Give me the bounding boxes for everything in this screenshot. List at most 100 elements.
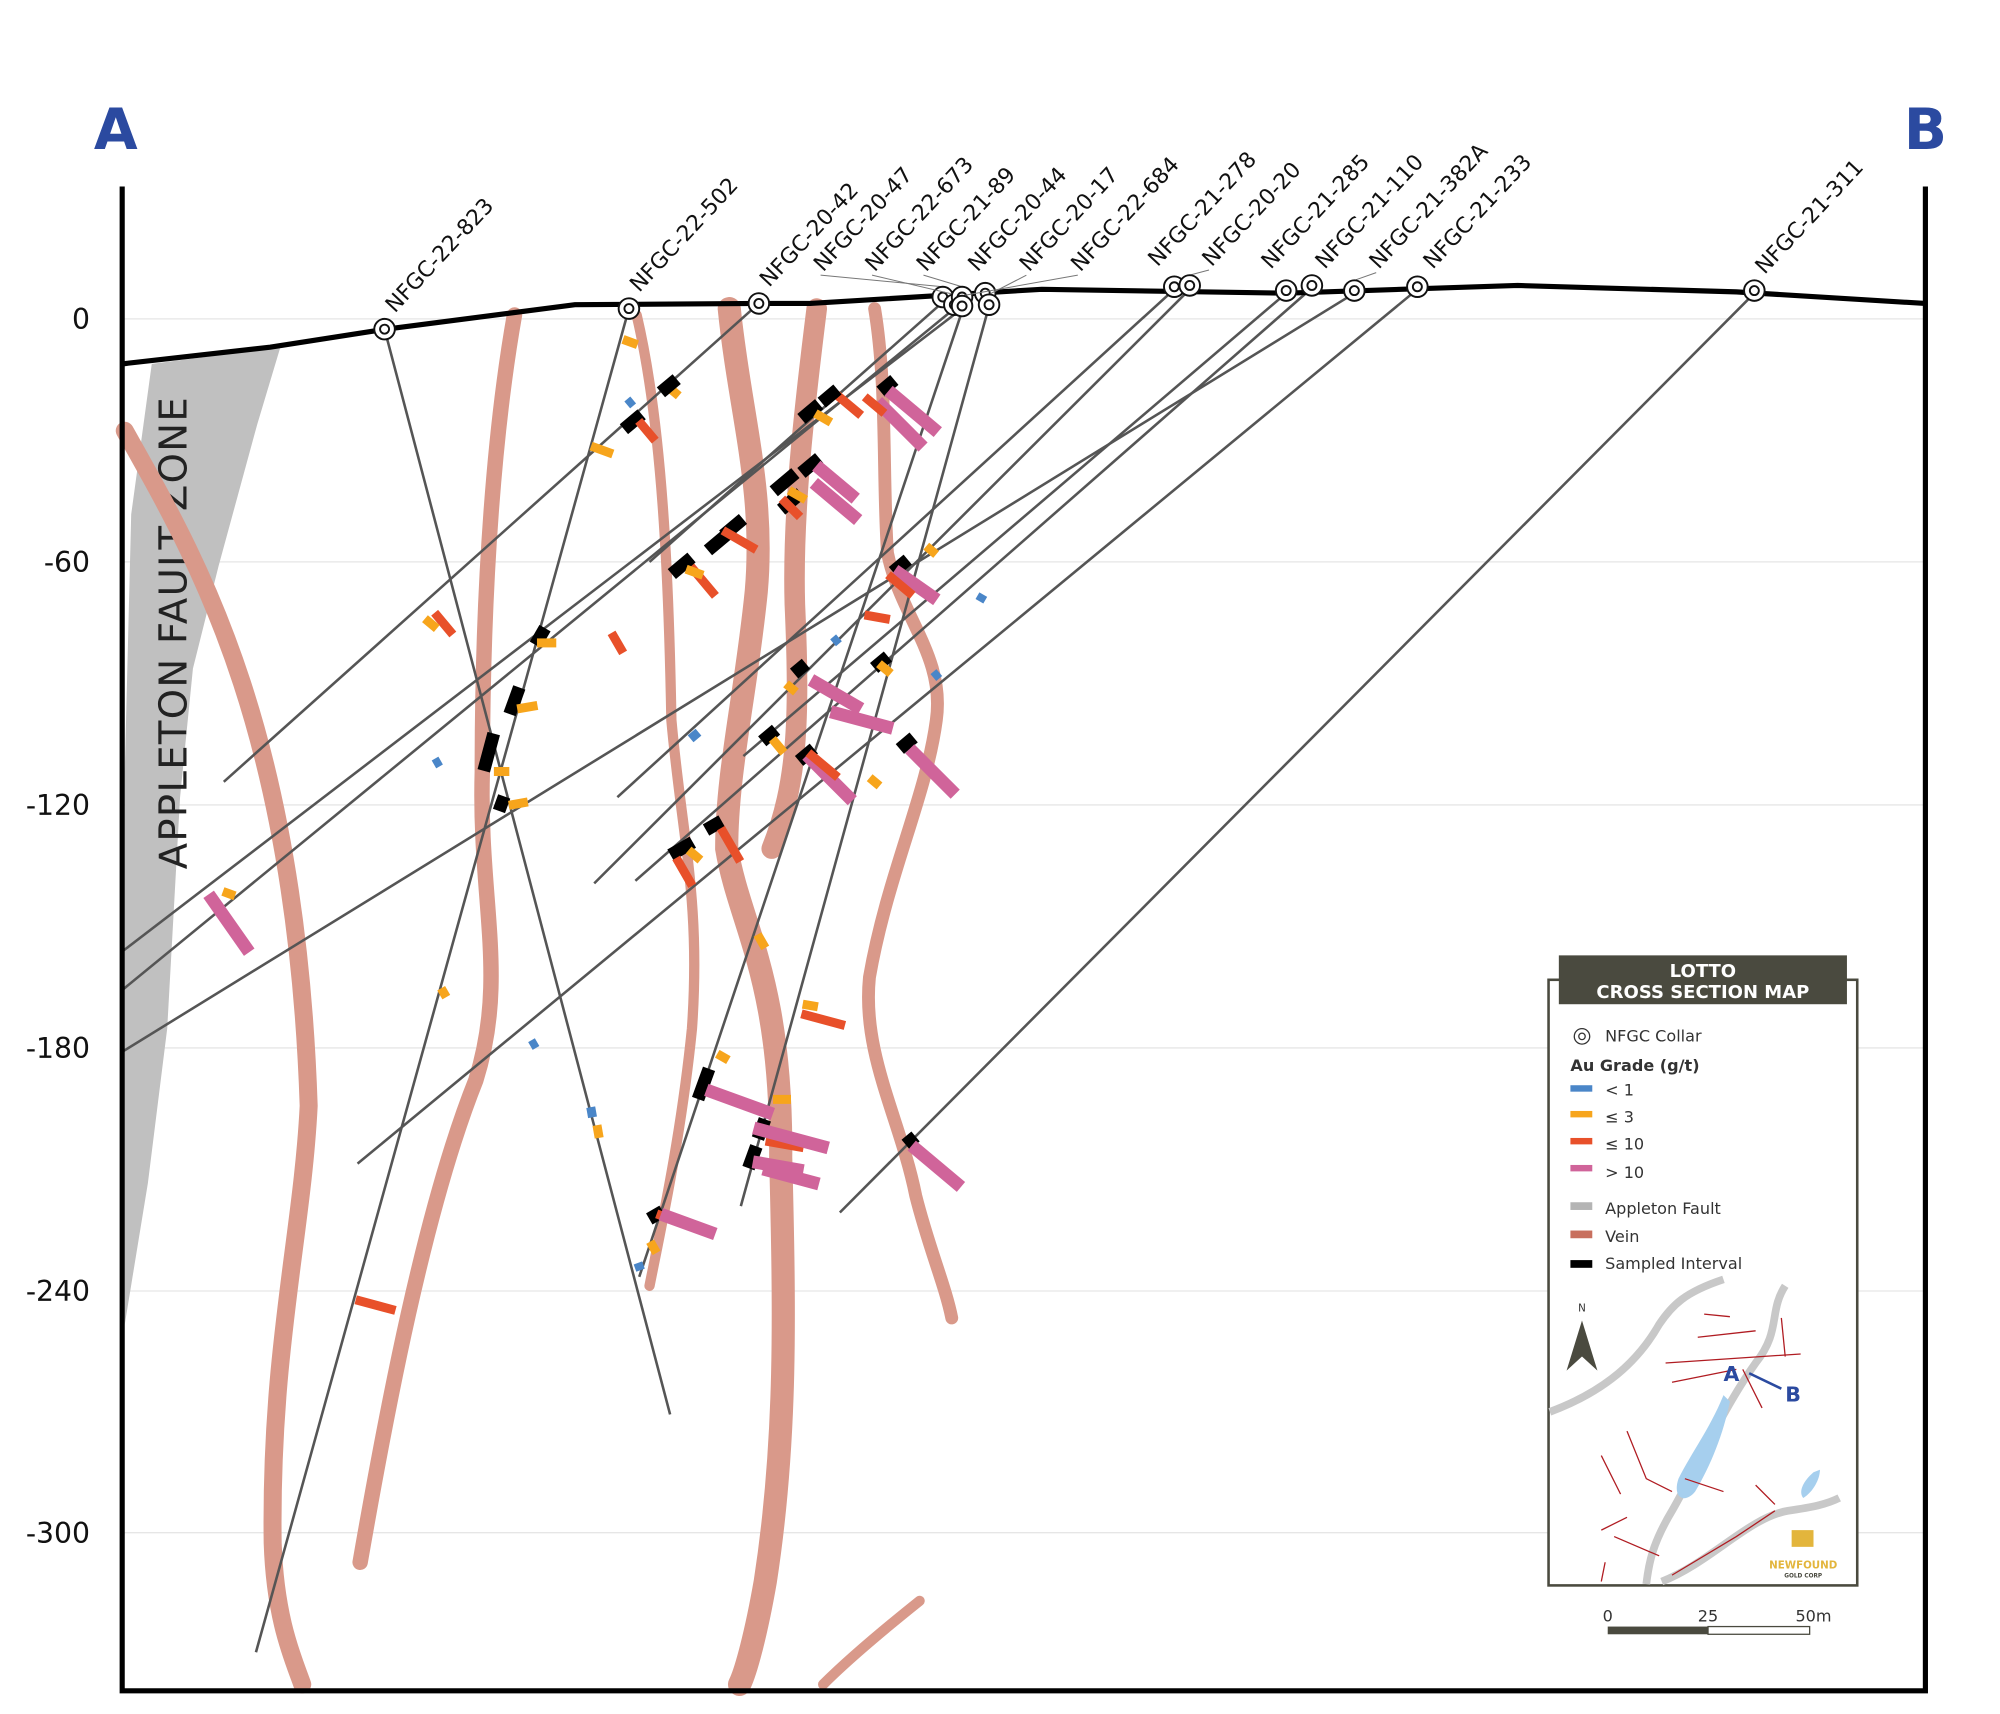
sampled-interval <box>477 731 500 773</box>
collar-icon-inner <box>1411 281 1423 293</box>
assay-interval <box>890 565 941 606</box>
assay-interval <box>586 1106 597 1119</box>
assay-interval <box>873 397 928 452</box>
assay-interval <box>975 592 988 604</box>
fault-zone-label: APPLETON FAULT ZONE <box>151 396 196 869</box>
assay-interval <box>764 1136 805 1153</box>
scale-label: 50m <box>1795 1606 1831 1625</box>
collar-icon-inner <box>1184 279 1196 291</box>
drillhole-collar[interactable]: NFGC-21-311 <box>1743 155 1869 302</box>
vein <box>352 307 523 1570</box>
sampled-interval <box>876 375 899 397</box>
assay-interval <box>884 385 942 438</box>
assay-interval <box>809 477 863 525</box>
assay-interval <box>885 571 916 599</box>
north-arrow-icon <box>1566 1320 1598 1371</box>
assay-interval <box>752 1121 830 1155</box>
section-frame <box>119 186 1928 1694</box>
sampled-interval <box>691 1066 716 1102</box>
assay-interval <box>786 486 809 504</box>
section-start-label: A <box>94 97 138 163</box>
drillhole-label: NFGC-21-311 <box>1751 155 1869 279</box>
sampled-interval <box>797 399 824 424</box>
sampled-interval <box>656 374 681 398</box>
assay-interval <box>772 1094 791 1104</box>
legend-sampled: Sampled Interval <box>1605 1254 1742 1273</box>
assay-interval <box>753 932 770 951</box>
sampled-interval <box>492 794 511 814</box>
assay-interval <box>685 846 704 864</box>
sampled-interval <box>769 468 800 497</box>
collar-icon-inner <box>1748 285 1760 297</box>
sampled-interval <box>619 409 646 435</box>
collar-icon-inner <box>1348 285 1360 297</box>
vein <box>818 1595 925 1690</box>
assay-interval <box>800 1009 847 1030</box>
collar-icon <box>1406 275 1429 298</box>
vein <box>761 298 828 859</box>
inset-map: A B N NEWFOUND GOLD CORP <box>1548 1275 1841 1586</box>
assay-interval <box>812 460 860 504</box>
north-label: N <box>1578 1303 1586 1315</box>
sampled-interval <box>667 552 696 579</box>
swatch-fault <box>1570 1202 1593 1210</box>
sampled-interval <box>667 836 697 861</box>
assay-interval <box>508 797 529 810</box>
sampled-interval <box>529 624 551 649</box>
swatch-le10 <box>1570 1137 1593 1145</box>
inset-water <box>1676 1395 1730 1499</box>
inset-section-line <box>1748 1372 1782 1390</box>
sampled-interval <box>503 685 526 717</box>
inset-label-a: A <box>1723 1362 1739 1386</box>
assay-interval <box>422 615 440 633</box>
collar-icon <box>373 317 396 341</box>
collar-icon <box>1274 279 1298 302</box>
assay-interval <box>633 1261 645 1272</box>
assay-interval <box>861 393 888 417</box>
legend-grade: ≤ 3 <box>1605 1108 1634 1127</box>
collar-icon-inner <box>983 299 995 311</box>
assay-interval <box>589 441 615 459</box>
vein <box>115 421 318 1694</box>
sampled-interval <box>702 815 725 836</box>
collar-icon <box>1178 274 1201 297</box>
legend-grade: < 1 <box>1605 1081 1634 1100</box>
sampled-interval <box>794 743 818 766</box>
legend-grade-title: Au Grade (g/t) <box>1570 1056 1699 1075</box>
vein <box>715 297 795 1696</box>
label-leader-line <box>988 274 1027 295</box>
assay-interval <box>658 1208 718 1241</box>
assay-interval <box>687 728 702 743</box>
y-tick: -60 <box>44 546 90 579</box>
sampled-interval <box>895 732 918 754</box>
assay-interval <box>592 1124 604 1139</box>
assay-interval <box>203 890 255 956</box>
legend-header <box>1558 955 1847 1005</box>
legend-vein: Vein <box>1605 1227 1639 1246</box>
assay-interval <box>646 1239 661 1256</box>
assay-interval <box>830 634 842 647</box>
assay-interval <box>621 335 640 349</box>
y-tick: -180 <box>26 1032 90 1065</box>
assay-interval <box>833 391 865 419</box>
sampled-interval <box>789 658 811 679</box>
drillhole-label: NFGC-22-502 <box>625 173 743 297</box>
sampled-interval <box>742 1144 763 1171</box>
scale-label: 0 <box>1603 1606 1613 1625</box>
assay-interval <box>829 705 895 735</box>
assay-interval <box>863 610 891 624</box>
legend-fault: Appleton Fault <box>1605 1199 1721 1218</box>
drillhole-collar[interactable]: NFGC-22-502 <box>617 173 744 320</box>
collar-icon <box>617 297 641 320</box>
swatch-vein <box>1570 1230 1593 1239</box>
collar-icon <box>977 293 1001 316</box>
assay-interval <box>807 674 865 715</box>
label-leader-line <box>1354 272 1377 281</box>
legend-subtitle: CROSS SECTION MAP <box>1596 982 1809 1003</box>
label-leader-line <box>820 274 943 288</box>
assay-interval <box>866 774 883 790</box>
drill-traces <box>121 287 1756 1653</box>
label-leader-line <box>871 274 955 295</box>
assay-interval <box>905 744 960 799</box>
